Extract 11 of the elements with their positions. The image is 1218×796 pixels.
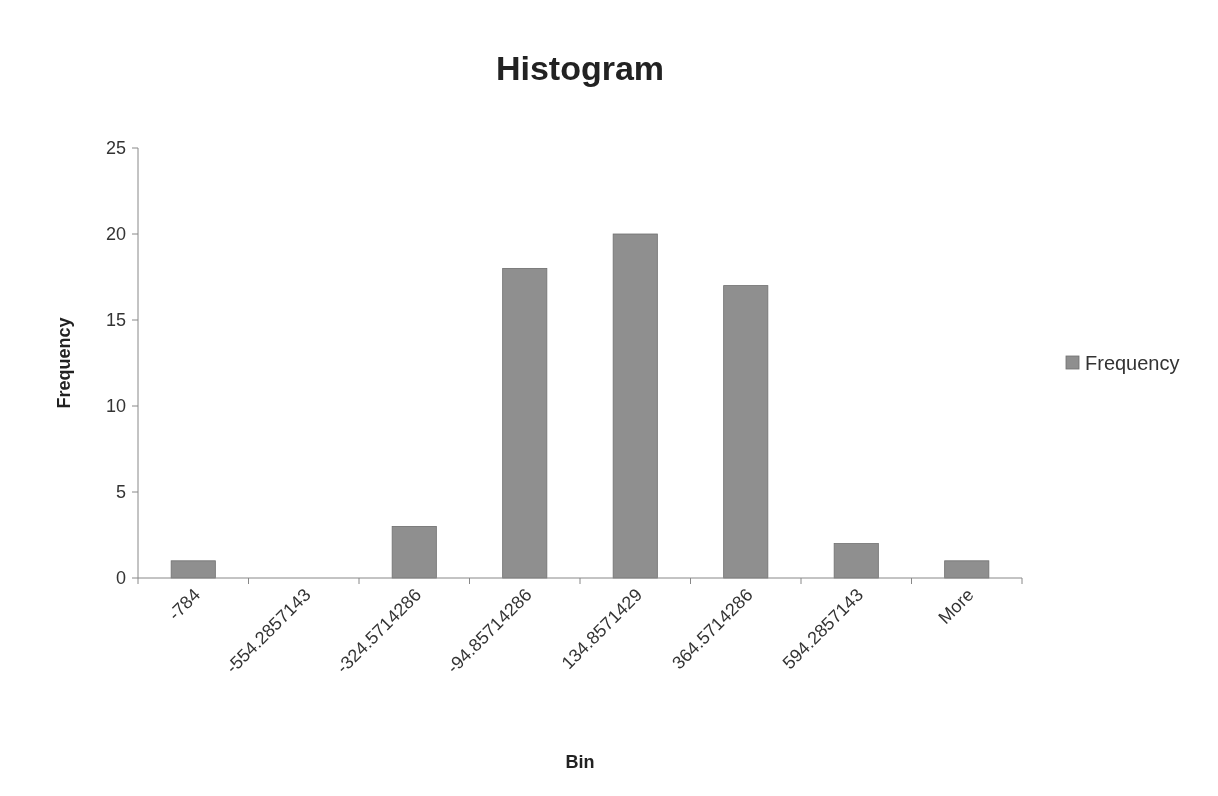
- y-tick-label: 20: [105, 224, 126, 245]
- y-tick-label: 10: [105, 396, 126, 417]
- y-axis-title: Frequency: [54, 317, 74, 409]
- x-axis-title: Bin: [565, 752, 595, 772]
- x-tick-label: -784: [164, 584, 205, 625]
- y-tick-label: 25: [105, 138, 126, 159]
- y-tick-label: 15: [105, 310, 126, 331]
- y-tick-label: 0: [115, 568, 126, 589]
- y-tick-label: 5: [115, 482, 126, 503]
- chart-title: Histogram: [495, 49, 665, 87]
- legend-label: Frequency: [1085, 352, 1180, 374]
